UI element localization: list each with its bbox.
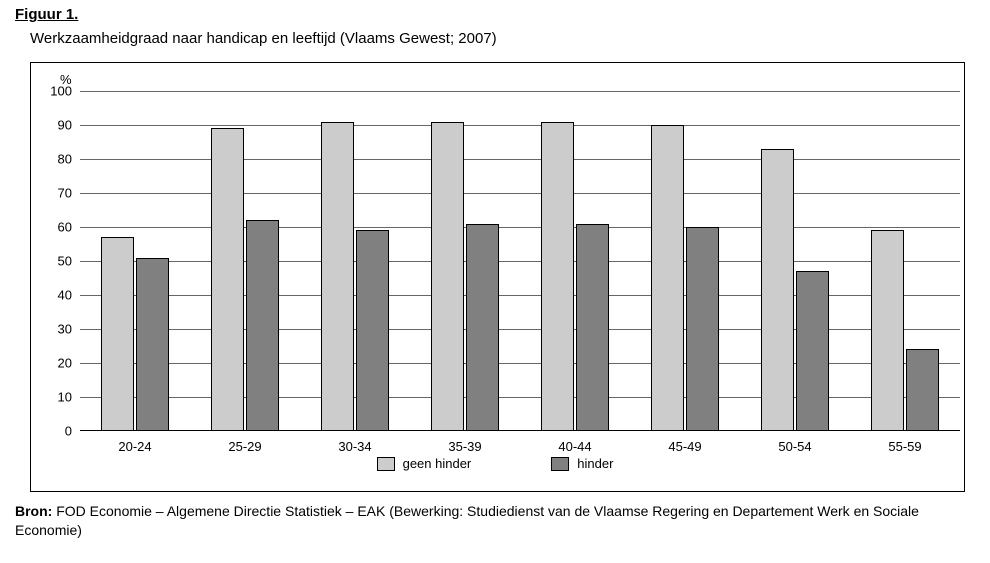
x-tick-label: 20-24 — [118, 439, 151, 454]
bar — [871, 230, 904, 431]
x-tick-label: 35-39 — [448, 439, 481, 454]
bar — [796, 271, 829, 431]
x-tick-label: 30-34 — [338, 439, 371, 454]
bar — [686, 227, 719, 431]
x-tick-label: 25-29 — [228, 439, 261, 454]
legend-label: geen hinder — [403, 456, 472, 471]
bars-layer — [80, 91, 960, 431]
y-tick-label: 20 — [58, 356, 72, 371]
y-tick-label: 50 — [58, 254, 72, 269]
y-tick-label: 10 — [58, 390, 72, 405]
bar — [321, 122, 354, 431]
bar — [906, 349, 939, 431]
bar — [136, 258, 169, 431]
y-tick-label: 60 — [58, 220, 72, 235]
source-text-value: FOD Economie – Algemene Directie Statist… — [15, 503, 919, 538]
legend: geen hinder hinder — [0, 455, 990, 471]
legend-item: geen hinder — [377, 456, 472, 472]
bar — [356, 230, 389, 431]
legend-label: hinder — [577, 456, 613, 471]
legend-swatch — [551, 457, 569, 471]
legend-item: hinder — [551, 456, 613, 472]
figure-title: Werkzaamheidgraad naar handicap en leeft… — [30, 30, 497, 47]
source-block: Bron: FOD Economie – Algemene Directie S… — [15, 502, 975, 540]
legend-swatch — [377, 457, 395, 471]
x-tick-label: 40-44 — [558, 439, 591, 454]
y-tick-label: 100 — [50, 84, 72, 99]
y-tick-label: 90 — [58, 118, 72, 133]
bar — [576, 224, 609, 431]
figure-label: Figuur 1. — [15, 6, 78, 23]
y-tick-label: 0 — [65, 424, 72, 439]
bar — [651, 125, 684, 431]
bar — [211, 128, 244, 431]
bar — [761, 149, 794, 431]
y-tick-label: 40 — [58, 288, 72, 303]
x-tick-label: 45-49 — [668, 439, 701, 454]
plot-area: 010203040506070809010020-2425-2930-3435-… — [80, 91, 960, 431]
source-label: Bron: — [15, 503, 52, 519]
y-tick-label: 70 — [58, 186, 72, 201]
bar — [466, 224, 499, 431]
bar — [541, 122, 574, 431]
y-tick-label: 30 — [58, 322, 72, 337]
y-tick-label: 80 — [58, 152, 72, 167]
bar — [431, 122, 464, 431]
bar — [101, 237, 134, 431]
x-tick-label: 50-54 — [778, 439, 811, 454]
x-tick-label: 55-59 — [888, 439, 921, 454]
bar — [246, 220, 279, 431]
